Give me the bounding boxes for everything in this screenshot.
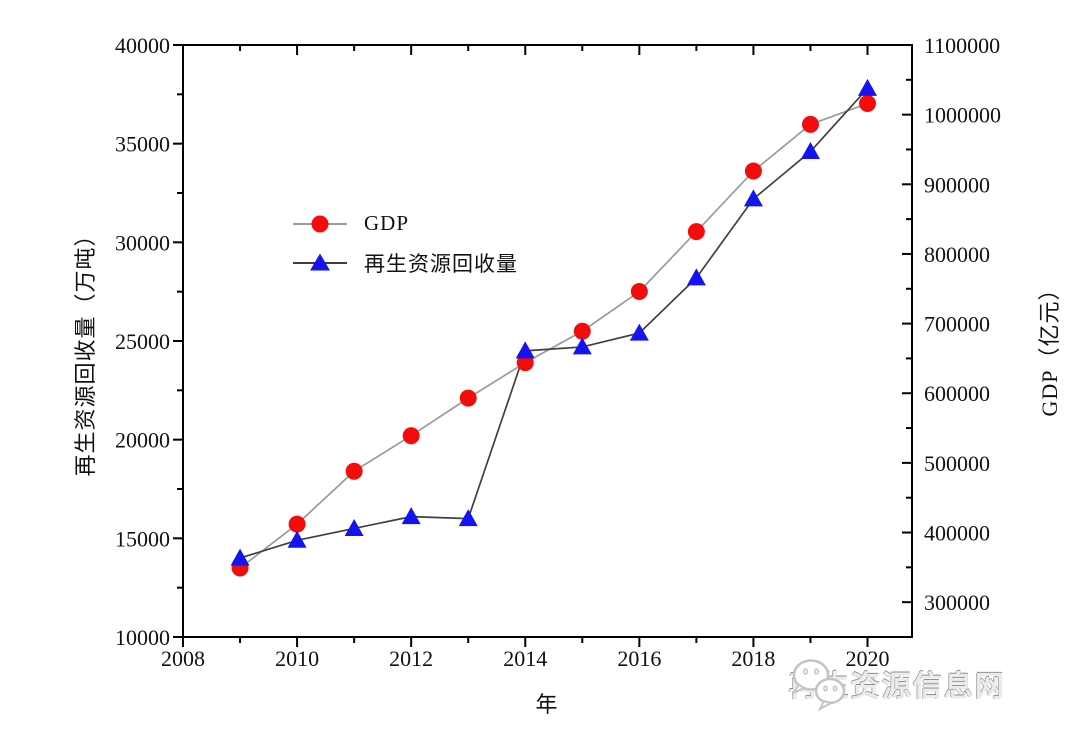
right-axis-tick-label: 1000000 [924,103,1001,128]
recycle-data-point [287,530,307,548]
legend: GDP 再生资源回收量 [293,204,518,282]
right-axis-title: GDP（亿元） [1037,277,1062,417]
recycle-data-point [858,78,878,96]
gdp-data-point [345,462,363,480]
gdp-data-point [459,389,477,407]
gdp-data-point [288,515,306,533]
gdp-series-line [239,102,868,569]
gdp-data-point [744,162,762,180]
gdp-data-point [573,322,591,340]
recycle-data-point [572,337,592,355]
gdp-legend-marker [293,213,347,235]
left-axis-tick-label: 15000 [115,526,170,551]
recycle-data-point [344,518,364,536]
gdp-data-point [402,427,420,445]
recycle-data-point [401,507,421,525]
left-axis-tick-label: 35000 [115,132,170,157]
x-tick-label: 2020 [846,646,890,671]
recycle-data-point [800,142,820,160]
x-tick-label: 2014 [503,646,547,671]
recycle-legend-label: 再生资源回收量 [364,251,518,276]
right-axis-tick-label: 400000 [924,521,990,546]
right-axis-tick-label: 900000 [924,172,990,197]
left-axis-tick-label: 20000 [115,428,170,453]
gdp-data-point [801,115,819,133]
x-tick-label: 2012 [389,646,433,671]
recycle-data-point [686,268,706,286]
gdp-data-point [630,283,648,301]
recycle-data-point [629,323,649,341]
x-tick-label: 2008 [161,646,205,671]
left-axis-tick-label: 10000 [115,625,170,650]
recycle-legend-marker [293,252,347,274]
right-axis-tick-label: 600000 [924,381,990,406]
left-axis-tick-label: 30000 [115,230,170,255]
gdp-data-point [687,223,705,241]
x-tick-label: 2010 [275,646,319,671]
left-axis-tick-label: 40000 [115,33,170,58]
gdp-legend-label: GDP [364,211,410,235]
watermark: 再生资源信息网 [789,655,1006,712]
gdp-data-point [859,95,877,113]
x-tick-label: 2016 [617,646,661,671]
right-axis-tick-label: 1100000 [924,33,1000,58]
right-axis-tick-label: 800000 [924,242,990,267]
recycle-data-point [515,341,535,359]
x-axis-title: 年 [535,692,559,717]
recycle-triangle-icon [310,252,330,270]
x-tick-label: 2018 [731,646,775,671]
recycle-data-point [743,189,763,207]
recycle-series-line [239,87,869,559]
legend-item-gdp: GDP [293,204,518,243]
left-axis-tick-label: 25000 [115,329,170,354]
right-axis-tick-label: 500000 [924,451,990,476]
left-axis-title: 再生资源回收量（万吨） [73,223,98,477]
gdp-circle-icon [311,215,329,232]
right-axis-tick-label: 700000 [924,312,990,337]
plot-box [182,44,913,638]
wechat-icon [792,659,846,712]
recycle-data-point [230,548,250,566]
right-axis-tick-label: 300000 [924,590,990,615]
legend-item-recycle: 再生资源回收量 [293,243,518,282]
recycle-data-point [458,509,478,527]
